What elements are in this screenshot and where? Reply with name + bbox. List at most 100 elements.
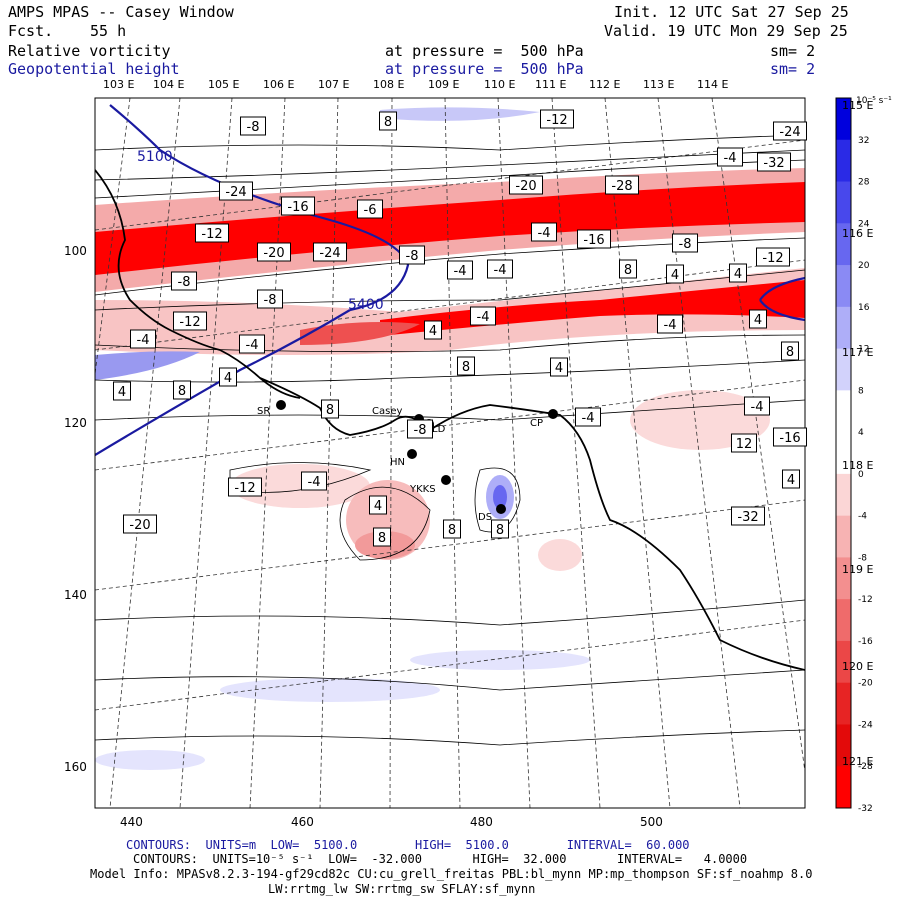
contour-label-text: 8	[786, 345, 794, 360]
contour-label-text: 4	[555, 361, 563, 376]
longitude-label: 103 E	[103, 78, 135, 91]
contour-label: 12	[731, 433, 757, 453]
contour-label: -12	[173, 311, 207, 331]
contour-label: -16	[281, 196, 315, 216]
contour-label-text: 4	[374, 499, 382, 514]
contour-label-box	[749, 309, 767, 329]
contour-label-text: -4	[582, 411, 595, 426]
contour-label-text: 8	[624, 263, 632, 278]
footer-physics: LW:rrtmg_lw SW:rrtmg_sw SFLAY:sf_mynn	[268, 882, 536, 896]
contour-label-text: -12	[201, 227, 222, 242]
contour-label-text: 4	[224, 371, 232, 386]
contour-label-box	[313, 242, 347, 262]
contour-label: -4	[717, 147, 743, 167]
colorbar-label: -28	[858, 762, 873, 772]
contour-label-box	[577, 229, 611, 249]
contour-label-box	[219, 181, 253, 201]
colorbar-label: -12	[858, 595, 873, 605]
forecast-hours: 55 h	[90, 22, 127, 40]
contour-label: -8	[240, 116, 266, 136]
colorbar-swatch	[836, 139, 851, 183]
map-title: AMPS MPAS -- Casey Window	[8, 3, 234, 21]
station-name: SR	[257, 406, 270, 417]
contour-label: 8	[781, 341, 799, 361]
right-longitude-label: 120 E	[842, 660, 874, 673]
contour-label: 4	[666, 264, 684, 284]
contour-label: -32	[731, 506, 765, 526]
contour-label-text: -8	[178, 275, 191, 290]
contour-label: 8	[619, 259, 637, 279]
colorbar-label: 16	[858, 303, 870, 313]
contour-label-box	[773, 121, 807, 141]
colorbar-label: -24	[858, 720, 873, 730]
contour-label-box	[619, 259, 637, 279]
colorbar-swatch	[836, 473, 851, 517]
field-geopotential: Geopotential height	[8, 60, 180, 78]
contour-label-text: -8	[679, 237, 692, 252]
contour-label-text: -24	[319, 246, 340, 261]
contour-label-box	[171, 271, 197, 291]
contour-label-box	[731, 433, 757, 453]
contour-label-text: 4	[118, 385, 126, 400]
colorbar-label: -16	[858, 637, 873, 647]
contour-label: -8	[257, 289, 283, 309]
contour-label: 4	[424, 320, 442, 340]
x-tick-480: 480	[470, 815, 493, 829]
right-longitude-label: 121 E	[842, 755, 874, 768]
longitude-label: 106 E	[263, 78, 295, 91]
contour-label-text: -4	[538, 226, 551, 241]
contour-label-text: 8	[384, 115, 392, 130]
colorbar-label: 24	[858, 219, 870, 229]
contour-label: -24	[219, 181, 253, 201]
contour-label: -12	[228, 477, 262, 497]
contour-label-text: -24	[225, 185, 246, 200]
contour-label-text: -4	[724, 151, 737, 166]
contour-label-box	[447, 260, 473, 280]
contour-label: -4	[239, 334, 265, 354]
station-name: DS	[478, 512, 492, 523]
contour-label-box	[113, 381, 131, 401]
init-time: Init. 12 UTC Sat 27 Sep 25	[614, 3, 849, 21]
contour-label-text: -4	[454, 264, 467, 279]
footer-height-contours: CONTOURS: UNITS=m LOW= 5100.0 HIGH= 5100…	[126, 838, 690, 852]
contour-label-box	[757, 152, 791, 172]
colorbar-swatch	[836, 223, 851, 266]
contour-label: 8	[379, 111, 397, 131]
contour-label: -8	[399, 245, 425, 265]
x-tick-440: 440	[120, 815, 143, 829]
contour-label-box	[123, 514, 157, 534]
colorbar-label: 20	[858, 261, 870, 271]
height-contour-label: 5100	[137, 149, 173, 165]
contour-label-text: -4	[477, 310, 490, 325]
contour-label: -6	[357, 199, 383, 219]
height-contour-label: 5400	[348, 297, 384, 313]
contour-label-box	[173, 311, 207, 331]
pressure-geopotential: at pressure = 500 hPa	[385, 60, 584, 78]
contour-label-box	[509, 175, 543, 195]
x-tick-500: 500	[640, 815, 663, 829]
contour-label: 4	[550, 357, 568, 377]
colorbar-swatch	[836, 265, 851, 308]
contour-label-box	[605, 175, 639, 195]
forecast-label: Fcst.	[8, 22, 54, 40]
contour-label-text: -20	[515, 179, 536, 194]
station-dot	[407, 449, 417, 459]
contour-label: 8	[173, 380, 191, 400]
right-longitude-label: 116 E	[842, 227, 874, 240]
field-vorticity: Relative vorticity	[8, 42, 171, 60]
colorbar-label: 4	[858, 428, 864, 438]
contour-label: 4	[782, 469, 800, 489]
contour-label-text: 12	[736, 437, 753, 452]
contour-label: -24	[773, 121, 807, 141]
contour-label: -4	[130, 329, 156, 349]
contour-label: -4	[657, 314, 683, 334]
contour-label-text: -16	[287, 200, 308, 215]
colorbar-label: -20	[858, 679, 873, 689]
contour-label-box	[399, 245, 425, 265]
y-tick-120: 120	[64, 416, 87, 430]
footer-model-info: Model Info: MPASv8.2.3-194-gf29cd82c CU:…	[90, 867, 813, 881]
contour-label: -4	[744, 396, 770, 416]
contour-label-box	[487, 259, 513, 279]
contour-label-box	[781, 341, 799, 361]
